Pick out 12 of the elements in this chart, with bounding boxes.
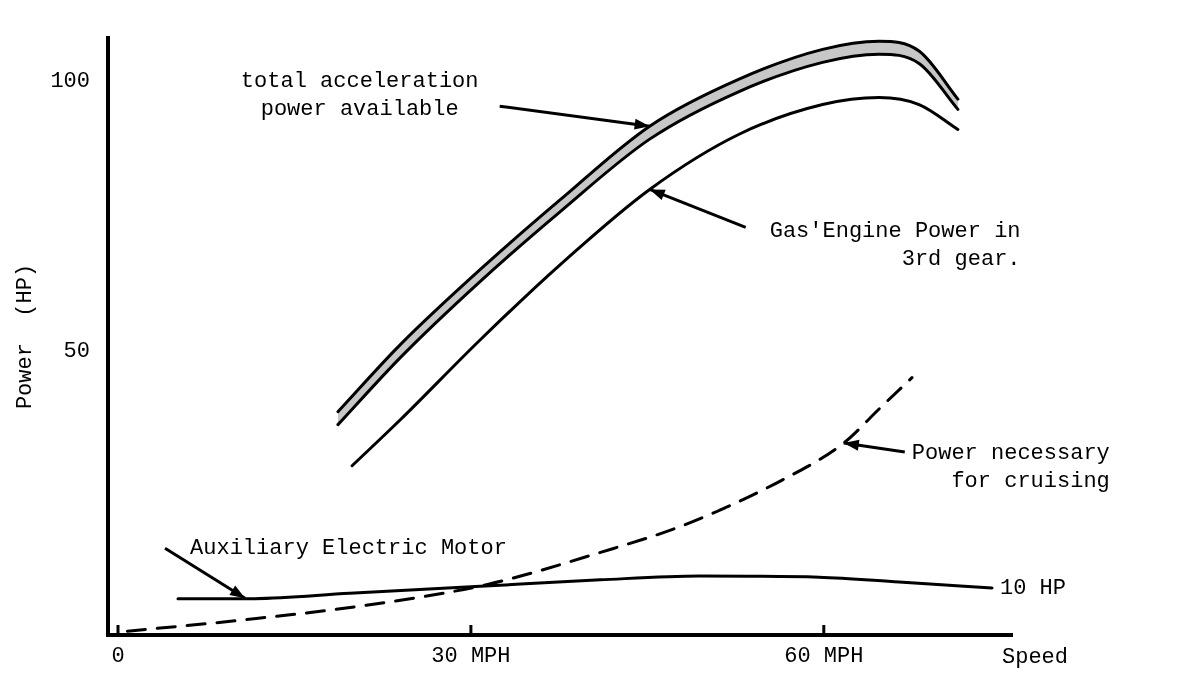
annotation: Power necessary for cruising: [911, 440, 1110, 494]
annotation: 10 HP: [1000, 575, 1067, 601]
x-axis-title: Speed: [1002, 644, 1069, 670]
y-tick-label: 100: [50, 69, 90, 95]
annotation: Auxiliary Electric Motor: [190, 536, 507, 562]
x-tick-label: 60 MPH: [784, 644, 864, 670]
x-tick-label: 30 MPH: [431, 644, 511, 670]
y-axis-title: Power (HP): [13, 263, 39, 410]
x-tick-label: 0: [111, 644, 125, 670]
y-tick-label: 50: [63, 339, 90, 365]
annotation: Gas'Engine Power in 3rd gear.: [769, 219, 1021, 273]
annotation: total acceleration power available: [240, 68, 479, 122]
